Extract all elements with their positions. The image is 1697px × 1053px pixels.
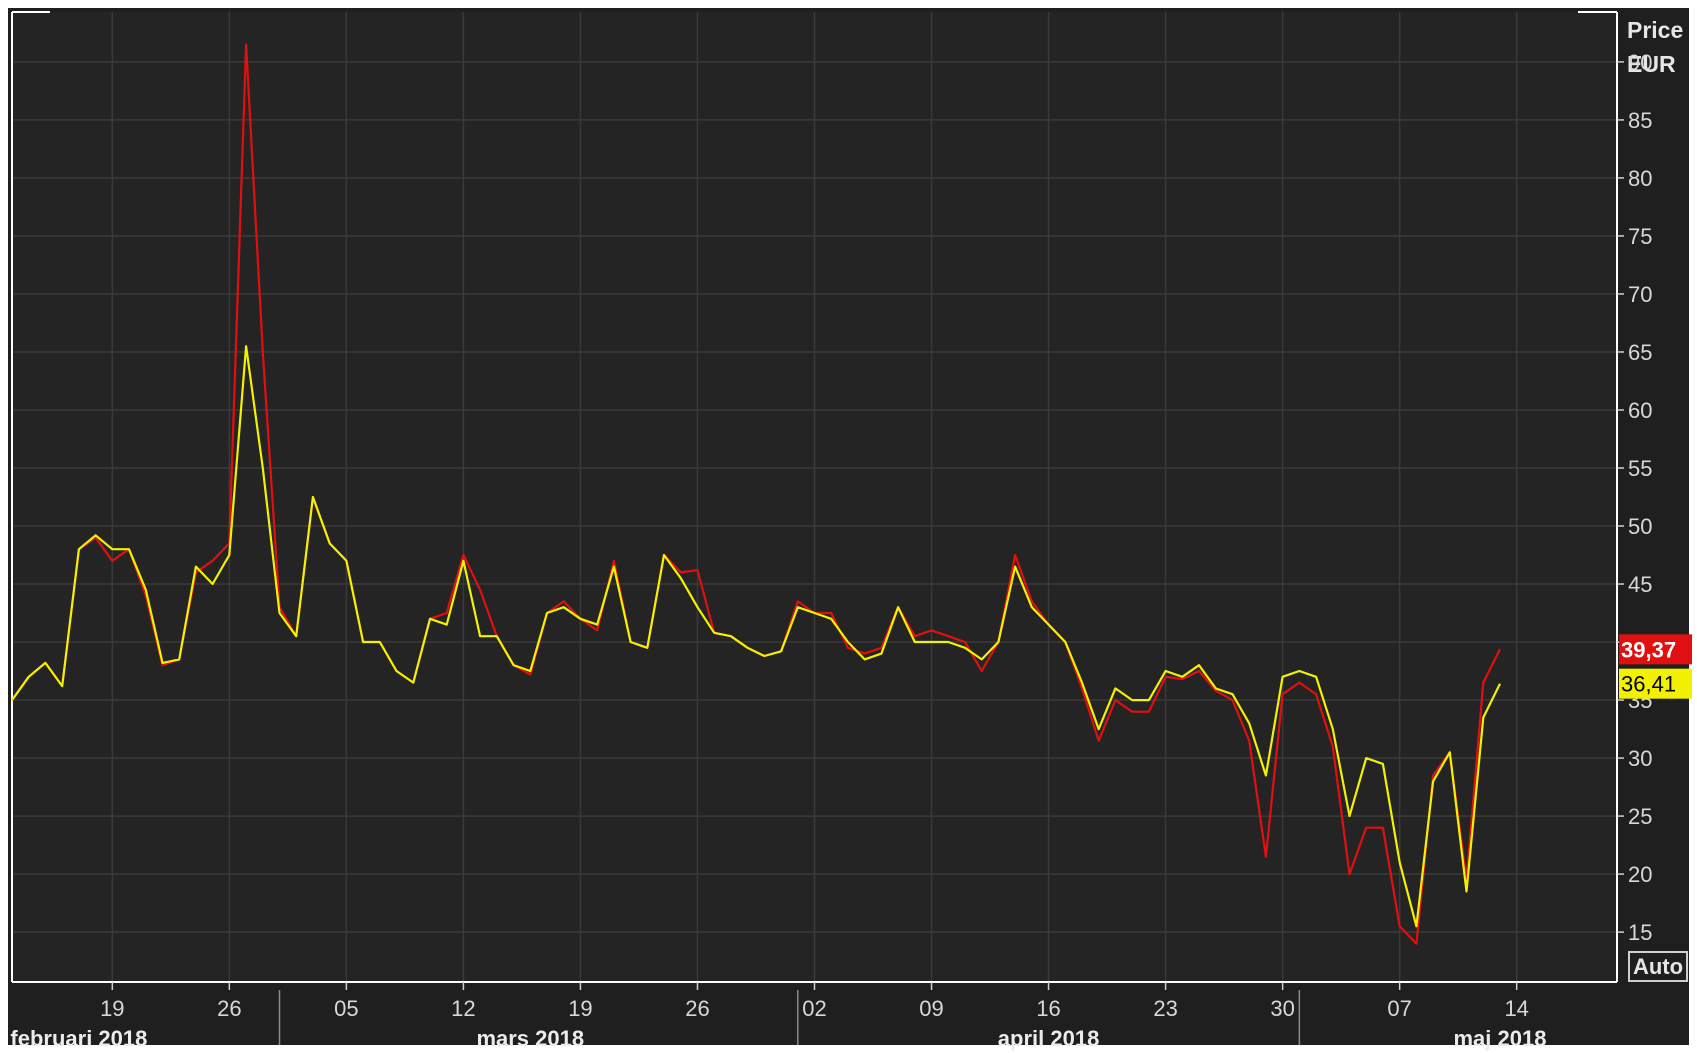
y-tick-label: 25 <box>1628 804 1652 829</box>
y-tick-label: 55 <box>1628 456 1652 481</box>
y-axis-title-line1: Price <box>1627 17 1683 43</box>
last-value-badge <box>1619 668 1692 699</box>
x-tick-label: 05 <box>334 996 358 1021</box>
y-tick-label: 60 <box>1628 398 1652 423</box>
x-tick-label: 07 <box>1387 996 1411 1021</box>
x-tick-label: 23 <box>1153 996 1177 1021</box>
month-label: februari 2018 <box>10 1026 147 1051</box>
last-value-label: 36,41 <box>1621 672 1676 697</box>
x-tick-label: 14 <box>1504 996 1528 1021</box>
y-tick-label: 20 <box>1628 862 1652 887</box>
x-tick-label: 19 <box>568 996 592 1021</box>
y-axis-title-line2: EUR <box>1627 51 1676 77</box>
last-value-badges: 39,37 36,41 <box>1619 634 1692 699</box>
auto-scale-button[interactable]: Auto <box>1628 951 1688 982</box>
y-tick-label: 15 <box>1628 920 1652 945</box>
month-label: maj 2018 <box>1453 1026 1546 1051</box>
y-tick-label: 50 <box>1628 514 1652 539</box>
y-tick-label: 80 <box>1628 166 1652 191</box>
y-tick-label: 30 <box>1628 746 1652 771</box>
x-tick-label: 16 <box>1036 996 1060 1021</box>
y-tick-label: 90 <box>1628 50 1652 75</box>
x-tick-label: 09 <box>919 996 943 1021</box>
gridlines <box>12 12 1617 982</box>
x-tick-label: 26 <box>685 996 709 1021</box>
x-tick-label: 02 <box>802 996 826 1021</box>
y-tick-label: 75 <box>1628 224 1652 249</box>
last-value-label: 39,37 <box>1621 637 1676 662</box>
x-tick-label: 12 <box>451 996 475 1021</box>
x-tick-label: 26 <box>217 996 241 1021</box>
auto-button-label[interactable]: Auto <box>1633 954 1683 979</box>
month-label: april 2018 <box>998 1026 1100 1051</box>
y-tick-label: 85 <box>1628 108 1652 133</box>
last-value-badge <box>1619 634 1692 665</box>
y-tick-label: 65 <box>1628 340 1652 365</box>
auto-button-frame[interactable] <box>1628 951 1688 982</box>
month-label: mars 2018 <box>476 1026 584 1051</box>
x-axis: 19 26 05 12 19 26 02 09 16 23 30 07 14 februari 2018 m… <box>10 982 1546 1051</box>
x-tick-label: 19 <box>100 996 124 1021</box>
x-tick-label: 30 <box>1270 996 1294 1021</box>
y-tick-label: 70 <box>1628 282 1652 307</box>
series-line-yellow <box>11 345 1501 928</box>
y-tick-label: 45 <box>1628 572 1652 597</box>
series-layer <box>11 43 1501 945</box>
